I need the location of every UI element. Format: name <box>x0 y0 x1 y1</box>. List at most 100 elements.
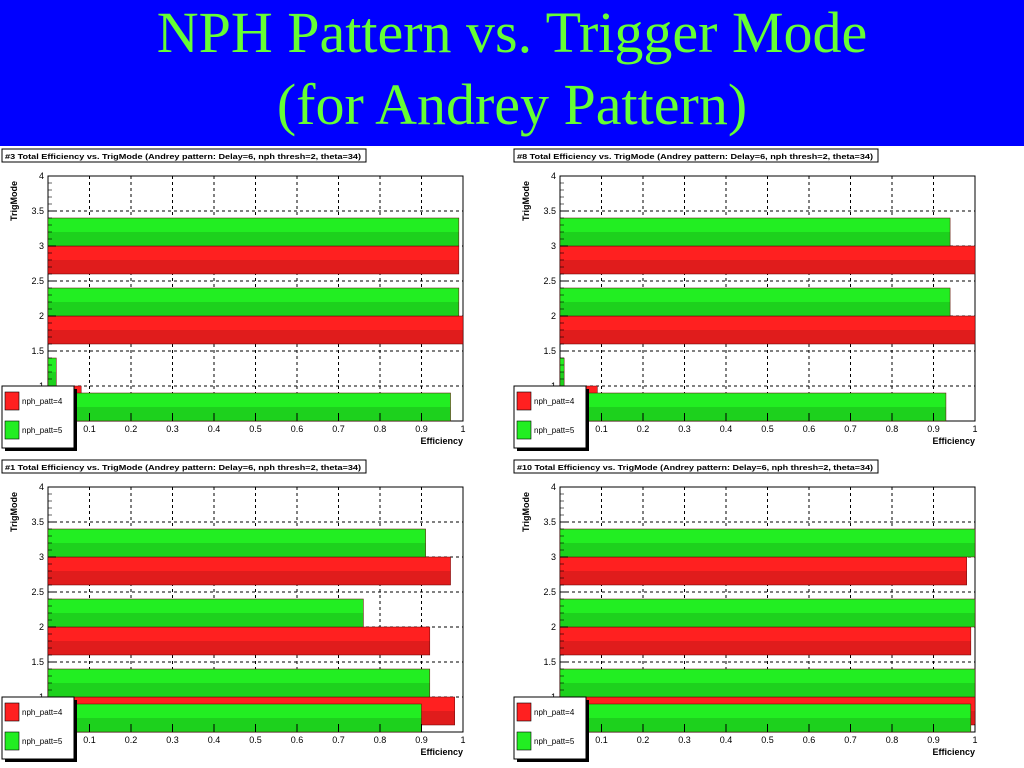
legend-swatch-nph-patt-4 <box>516 391 532 411</box>
x-tick-label: 0.9 <box>927 735 940 745</box>
bar-nph-patt-5 <box>559 528 976 558</box>
bar-shade <box>560 683 975 697</box>
x-tick-label: 1 <box>460 424 465 434</box>
slide-title-line1: NPH Pattern vs. Trigger Mode <box>156 0 868 65</box>
chart-svg: #10 Total Efficiency vs. TrigMode (Andre… <box>513 459 978 762</box>
y-tick-label: 4 <box>39 171 44 181</box>
bar-shade <box>560 260 975 274</box>
x-axis-label: Efficiency <box>420 747 463 757</box>
slide-title-line2: (for Andrey Pattern) <box>276 72 748 137</box>
y-tick-label: 3.5 <box>543 517 556 527</box>
bar-shade <box>560 302 951 316</box>
x-tick-label: 0.7 <box>844 424 857 434</box>
bar-shade <box>560 718 971 732</box>
chart-title: #3 Total Efficiency vs. TrigMode (Andrey… <box>5 152 362 161</box>
x-tick-label: 0.2 <box>637 424 650 434</box>
x-tick-label: 1 <box>972 424 977 434</box>
x-tick-label: 0.6 <box>803 424 816 434</box>
bar-nph-patt-5 <box>559 287 951 317</box>
chart-svg: #8 Total Efficiency vs. TrigMode (Andrey… <box>513 148 978 451</box>
y-tick-label: 4 <box>551 171 556 181</box>
chart-title: #10 Total Efficiency vs. TrigMode (Andre… <box>517 463 874 472</box>
legend-swatch-nph-patt-5 <box>4 731 20 751</box>
legend-label-nph-patt-4: nph_patt=4 <box>534 708 575 717</box>
x-tick-label: 0.6 <box>803 735 816 745</box>
bar-shade <box>48 683 430 697</box>
x-tick-label: 0.2 <box>125 424 138 434</box>
bar-shade <box>48 407 451 421</box>
bar-shade <box>560 330 975 344</box>
x-tick-label: 0.5 <box>761 735 774 745</box>
y-tick-label: 2 <box>551 622 556 632</box>
bar-shade <box>560 232 951 246</box>
chart-svg: #3 Total Efficiency vs. TrigMode (Andrey… <box>1 148 466 451</box>
x-tick-label: 0.3 <box>678 735 691 745</box>
x-tick-label: 0.4 <box>208 424 221 434</box>
y-tick-label: 3 <box>551 552 556 562</box>
y-tick-label: 1.5 <box>543 346 556 356</box>
x-tick-label: 0.2 <box>637 735 650 745</box>
x-tick-label: 0.2 <box>125 735 138 745</box>
bar-shade <box>48 718 422 732</box>
y-tick-label: 1.5 <box>31 657 44 667</box>
bar-shade <box>48 302 459 316</box>
bar-nph-patt-5 <box>47 668 431 698</box>
y-axis-label: TrigMode <box>9 492 19 532</box>
x-tick-label: 0.4 <box>720 735 733 745</box>
bar-shade <box>48 571 451 585</box>
bar-nph-patt-4 <box>47 315 464 345</box>
y-tick-label: 3.5 <box>543 206 556 216</box>
bar-shade <box>48 330 463 344</box>
x-tick-label: 0.1 <box>595 424 608 434</box>
y-tick-label: 3.5 <box>31 206 44 216</box>
y-tick-label: 2 <box>39 311 44 321</box>
legend-label-nph-patt-5: nph_patt=5 <box>534 737 575 746</box>
x-tick-label: 0.7 <box>332 424 345 434</box>
bar-nph-patt-5 <box>47 528 426 558</box>
x-tick-label: 1 <box>460 735 465 745</box>
legend-swatch-nph-patt-4 <box>4 702 20 722</box>
x-tick-label: 0.3 <box>166 735 179 745</box>
y-tick-label: 2.5 <box>543 276 556 286</box>
chart-panel-bottom-left: #1 Total Efficiency vs. TrigMode (Andrey… <box>0 457 512 768</box>
x-tick-label: 0.9 <box>927 424 940 434</box>
x-tick-label: 0.8 <box>886 424 899 434</box>
y-tick-label: 2 <box>551 311 556 321</box>
x-tick-label: 0.6 <box>291 424 304 434</box>
bar-nph-patt-4 <box>47 626 431 656</box>
chart-title-box <box>1 148 367 163</box>
chart-title: #1 Total Efficiency vs. TrigMode (Andrey… <box>5 463 362 472</box>
y-tick-label: 4 <box>39 482 44 492</box>
x-tick-label: 0.1 <box>83 735 96 745</box>
x-axis-label: Efficiency <box>932 436 975 446</box>
x-tick-label: 0.8 <box>374 735 387 745</box>
chart-title: #8 Total Efficiency vs. TrigMode (Andrey… <box>517 152 874 161</box>
legend-label-nph-patt-5: nph_patt=5 <box>22 426 63 435</box>
legend-swatch-nph-patt-5 <box>516 731 532 751</box>
bar-nph-patt-5 <box>47 287 460 317</box>
bar-nph-patt-4 <box>559 626 972 656</box>
x-tick-label: 0.6 <box>291 735 304 745</box>
bar-shade <box>560 543 975 557</box>
y-tick-label: 2.5 <box>543 587 556 597</box>
title-band <box>0 0 1024 146</box>
legend-swatch-nph-patt-5 <box>4 420 20 440</box>
x-tick-label: 0.4 <box>720 424 733 434</box>
bar-nph-patt-5 <box>559 392 947 422</box>
bar-shade <box>560 641 971 655</box>
x-tick-label: 0.5 <box>761 424 774 434</box>
chart-panel-top-left: #3 Total Efficiency vs. TrigMode (Andrey… <box>0 146 512 457</box>
y-tick-label: 1.5 <box>31 346 44 356</box>
bar-nph-patt-5 <box>47 392 451 422</box>
x-tick-label: 0.9 <box>415 424 428 434</box>
y-axis-label: TrigMode <box>521 181 531 221</box>
x-tick-label: 0.4 <box>208 735 221 745</box>
y-tick-label: 2 <box>39 622 44 632</box>
y-axis-label: TrigMode <box>521 492 531 532</box>
bar-nph-patt-4 <box>559 245 976 275</box>
x-tick-label: 0.1 <box>595 735 608 745</box>
x-tick-label: 0.1 <box>83 424 96 434</box>
y-axis-label: TrigMode <box>9 181 19 221</box>
bar-nph-patt-5 <box>559 217 951 247</box>
bar-nph-patt-5 <box>47 217 460 247</box>
